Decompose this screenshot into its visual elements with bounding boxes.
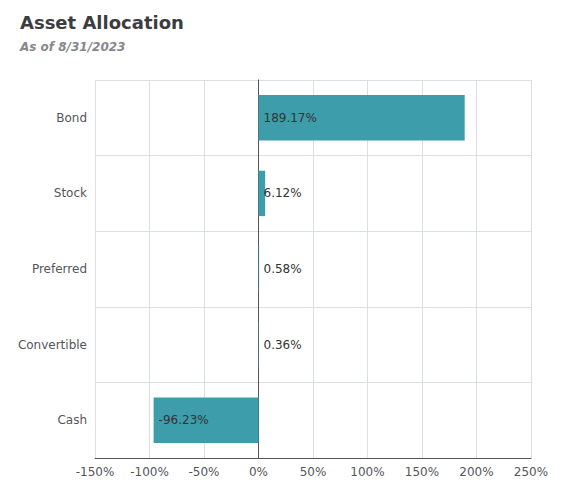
svg-text:0.36%: 0.36%: [264, 338, 302, 352]
svg-text:-96.23%: -96.23%: [159, 413, 209, 427]
svg-text:200%: 200%: [459, 465, 493, 479]
svg-text:Preferred: Preferred: [32, 262, 87, 276]
svg-text:As of 8/31/2023: As of 8/31/2023: [19, 40, 125, 54]
svg-text:0.58%: 0.58%: [264, 262, 302, 276]
svg-text:Asset Allocation: Asset Allocation: [20, 12, 184, 33]
svg-text:Cash: Cash: [57, 413, 87, 427]
svg-text:Convertible: Convertible: [18, 338, 87, 352]
svg-text:Bond: Bond: [56, 111, 87, 125]
svg-text:0%: 0%: [249, 465, 268, 479]
svg-text:50%: 50%: [300, 465, 327, 479]
svg-text:189.17%: 189.17%: [264, 111, 317, 125]
svg-text:250%: 250%: [514, 465, 548, 479]
svg-text:100%: 100%: [350, 465, 384, 479]
svg-text:-50%: -50%: [188, 465, 219, 479]
svg-text:150%: 150%: [405, 465, 439, 479]
svg-text:-150%: -150%: [76, 465, 115, 479]
svg-text:Stock: Stock: [54, 186, 87, 200]
svg-text:-100%: -100%: [130, 465, 169, 479]
svg-text:6.12%: 6.12%: [264, 186, 302, 200]
